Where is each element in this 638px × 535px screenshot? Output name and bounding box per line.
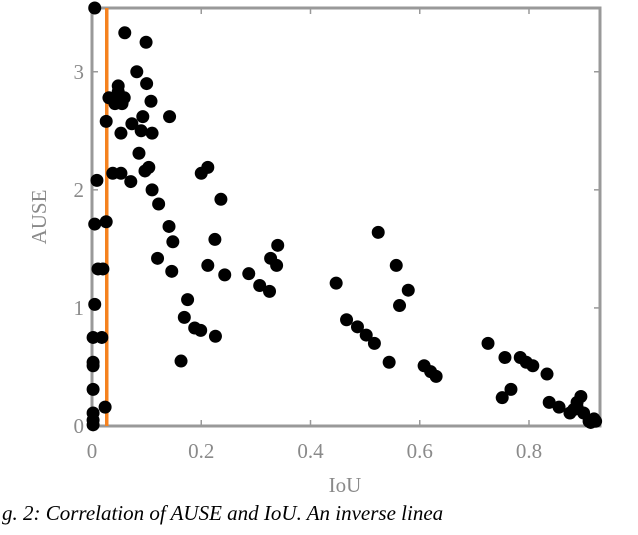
point: [401, 283, 415, 297]
point: [99, 114, 113, 128]
point: [88, 1, 102, 15]
point: [540, 367, 554, 381]
point: [151, 251, 165, 265]
x-tick-label: 0.6: [407, 439, 433, 463]
point: [88, 297, 102, 311]
point: [138, 164, 152, 178]
point: [132, 146, 146, 160]
point: [504, 382, 518, 396]
point: [253, 278, 267, 292]
point: [96, 262, 110, 276]
point: [139, 35, 153, 49]
point: [481, 336, 495, 350]
point: [271, 238, 285, 252]
x-tick-label: 0: [87, 439, 98, 463]
point: [263, 284, 277, 298]
point: [140, 77, 154, 91]
point: [106, 166, 120, 180]
point: [88, 217, 102, 231]
point: [86, 359, 100, 373]
point: [498, 351, 512, 365]
point: [329, 276, 343, 290]
point: [144, 94, 158, 108]
point: [145, 183, 159, 197]
point: [114, 126, 128, 140]
point: [552, 400, 566, 414]
point: [99, 215, 113, 229]
point: [108, 97, 122, 111]
point: [382, 355, 396, 369]
point: [208, 232, 222, 246]
x-tick-label: 0.4: [297, 439, 324, 463]
point: [393, 299, 407, 313]
point: [589, 414, 603, 428]
point: [495, 391, 509, 405]
point: [124, 175, 138, 189]
point: [134, 124, 148, 138]
point: [367, 336, 381, 350]
point: [340, 313, 354, 327]
caption: g. 2: Correlation of AUSE and IoU. An in…: [2, 501, 443, 525]
y-tick-label: 1: [74, 296, 85, 320]
point: [136, 110, 150, 124]
y-tick-label: 2: [74, 178, 85, 202]
point: [152, 197, 166, 211]
x-tick-label: 0.2: [188, 439, 214, 463]
point: [145, 126, 159, 140]
point: [214, 192, 228, 206]
point: [201, 160, 215, 174]
plot-frame: [90, 6, 602, 428]
point: [359, 328, 373, 342]
point: [350, 320, 364, 334]
point: [130, 65, 144, 79]
point: [90, 173, 104, 187]
x-axis-label: IoU: [329, 473, 362, 497]
point: [162, 219, 176, 233]
point: [218, 268, 232, 282]
point: [98, 400, 112, 414]
point: [242, 267, 256, 281]
point: [526, 359, 540, 373]
point: [389, 258, 403, 272]
point: [86, 382, 100, 396]
point: [201, 258, 215, 272]
point: [181, 293, 195, 307]
point: [165, 264, 179, 278]
point: [163, 110, 177, 124]
point: [177, 310, 191, 324]
point: [563, 406, 577, 420]
point: [125, 117, 139, 131]
point: [429, 369, 443, 383]
point: [542, 395, 556, 409]
point: [95, 330, 109, 344]
point: [174, 354, 188, 368]
point: [208, 329, 222, 343]
x-tick-label: 0.8: [516, 439, 542, 463]
point: [166, 235, 180, 249]
y-tick-label: 3: [74, 60, 85, 84]
point: [86, 418, 100, 432]
y-axis-label: AUSE: [27, 190, 51, 245]
y-tick-label: 0: [74, 414, 85, 438]
point: [270, 258, 284, 272]
point: [194, 323, 208, 337]
point: [371, 225, 385, 239]
point: [118, 26, 132, 40]
